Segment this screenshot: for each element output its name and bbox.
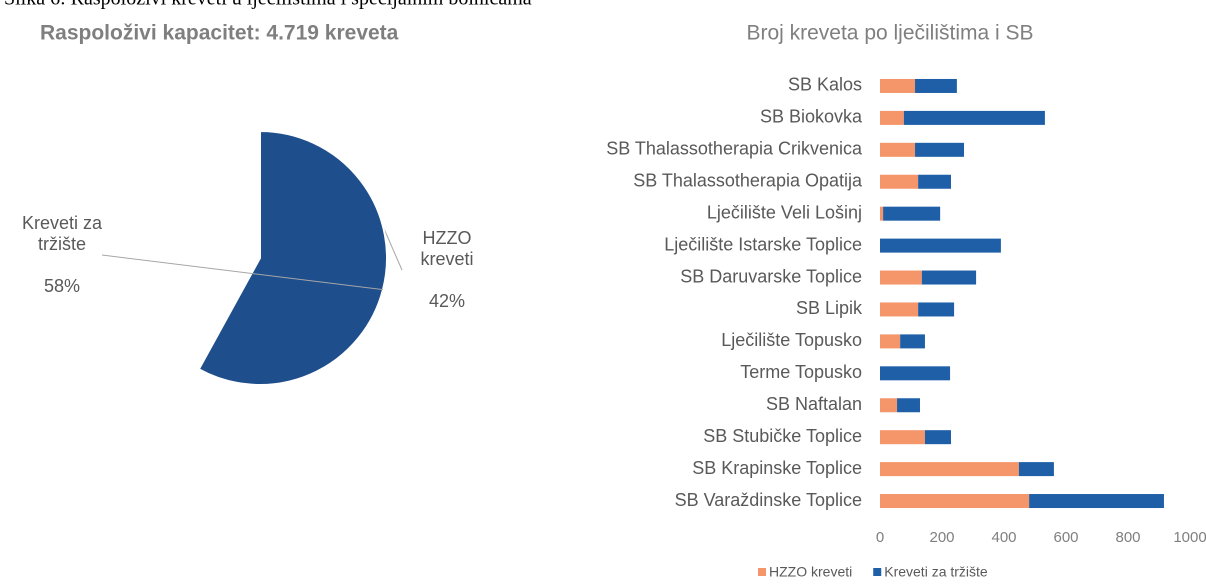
- x-tick-label: 200: [929, 529, 954, 546]
- bar-segment: [880, 142, 916, 157]
- bar-segment: [880, 110, 904, 125]
- bar-segment: [1029, 494, 1164, 509]
- y-tick-label: SB Kalos: [788, 75, 862, 95]
- y-tick-label: SB Stubičke Toplice: [703, 426, 862, 446]
- y-tick-label: SB Lipik: [796, 298, 863, 318]
- bar-segment: [880, 430, 925, 445]
- y-tick-label: SB Thalassotherapia Opatija: [633, 171, 863, 191]
- bar-segment: [900, 334, 925, 349]
- caption: Slika 6: Raspoloživi kreveti u lječilišt…: [4, 0, 532, 10]
- x-tick-label: 1000: [1173, 529, 1206, 546]
- bar-segment: [1018, 462, 1054, 477]
- pie-label: Kreveti za tržište: [21, 213, 103, 254]
- y-tick-label: Terme Topusko: [740, 362, 862, 382]
- bar-segment: [924, 430, 951, 445]
- y-tick-label: SB Naftalan: [766, 394, 862, 414]
- bar-segment: [880, 398, 898, 413]
- bar-segment: [918, 302, 955, 317]
- y-tick-label: Lječilište Veli Lošinj: [707, 202, 862, 222]
- x-tick-label: 400: [991, 529, 1016, 546]
- bar-segment: [880, 174, 919, 189]
- bar-segment: [880, 462, 1019, 477]
- legend-swatch: [873, 568, 882, 576]
- y-tick-label: SB Krapinske Toplice: [692, 458, 862, 478]
- legend-swatch: [758, 568, 766, 576]
- pie-label: HZZO kreveti: [420, 228, 474, 269]
- legend-label: HZZO kreveti: [769, 564, 852, 580]
- pie-value-label: 58%: [43, 276, 81, 296]
- bar-segment: [880, 494, 1030, 509]
- y-tick-label: SB Varaždinske Toplice: [675, 490, 862, 510]
- bar-segment: [880, 270, 922, 285]
- bar-segment: [880, 334, 901, 349]
- bar-segment: [880, 206, 884, 221]
- pie-slice: [197, 129, 388, 386]
- pie-title: Raspoloživi kapacitet: 4.719 kreveta: [40, 22, 399, 45]
- x-tick-label: 600: [1053, 529, 1078, 546]
- bar-segment: [903, 110, 1045, 125]
- bar-segment: [883, 206, 941, 221]
- bar-segment: [880, 366, 951, 381]
- bar-segment: [921, 270, 977, 285]
- bar-segment: [915, 78, 957, 93]
- bar-segment: [897, 398, 920, 413]
- pie-value-label: 42%: [428, 291, 466, 311]
- y-tick-label: Lječilište Istarske Toplice: [664, 234, 862, 254]
- bar-segment: [918, 174, 951, 189]
- y-tick-label: Lječilište Topusko: [721, 330, 862, 350]
- leader-line: [382, 226, 403, 271]
- bar-segment: [880, 238, 1001, 253]
- bar-segment: [880, 302, 919, 317]
- legend-label: Kreveti za tržište: [884, 564, 988, 580]
- x-tick-label: 0: [876, 529, 884, 546]
- x-tick-label: 800: [1115, 529, 1140, 546]
- bar-segment: [915, 142, 965, 157]
- y-tick-label: SB Thalassotherapia Crikvenica: [606, 139, 863, 159]
- y-tick-label: SB Biokovka: [760, 107, 863, 127]
- bar-segment: [880, 78, 916, 93]
- bar-title: Broj kreveta po lječilištima i SB: [746, 22, 1033, 45]
- leader-line: [101, 254, 384, 291]
- y-tick-label: SB Daruvarske Toplice: [680, 266, 862, 286]
